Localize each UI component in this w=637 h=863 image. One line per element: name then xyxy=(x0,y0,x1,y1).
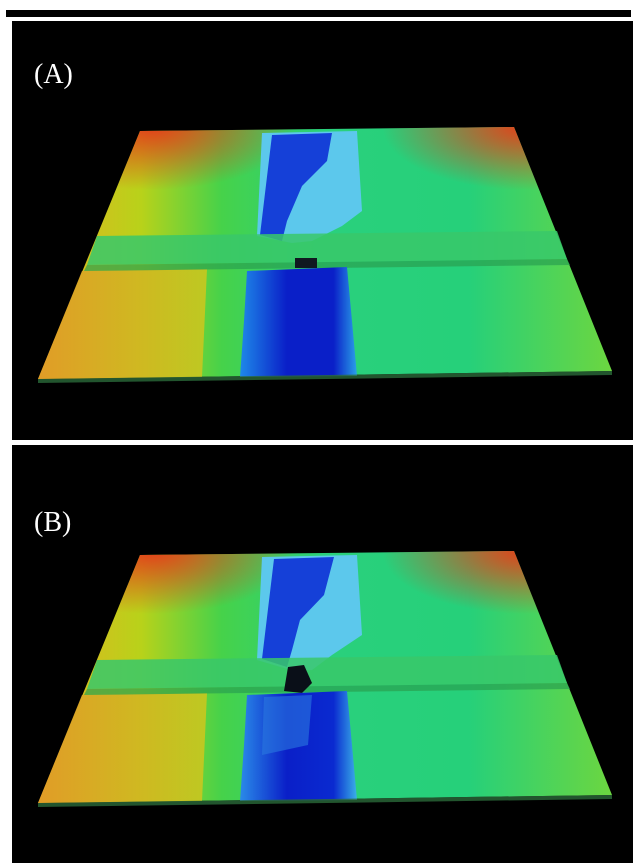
panel-b-label: (B) xyxy=(34,507,72,538)
panel-a: (A) xyxy=(12,21,633,440)
terrain-render-b xyxy=(38,551,612,807)
terrain-render-a xyxy=(38,127,612,383)
panel-b: (B) xyxy=(12,445,633,863)
panel-a-label: (A) xyxy=(34,59,73,90)
top-rule xyxy=(6,10,631,17)
